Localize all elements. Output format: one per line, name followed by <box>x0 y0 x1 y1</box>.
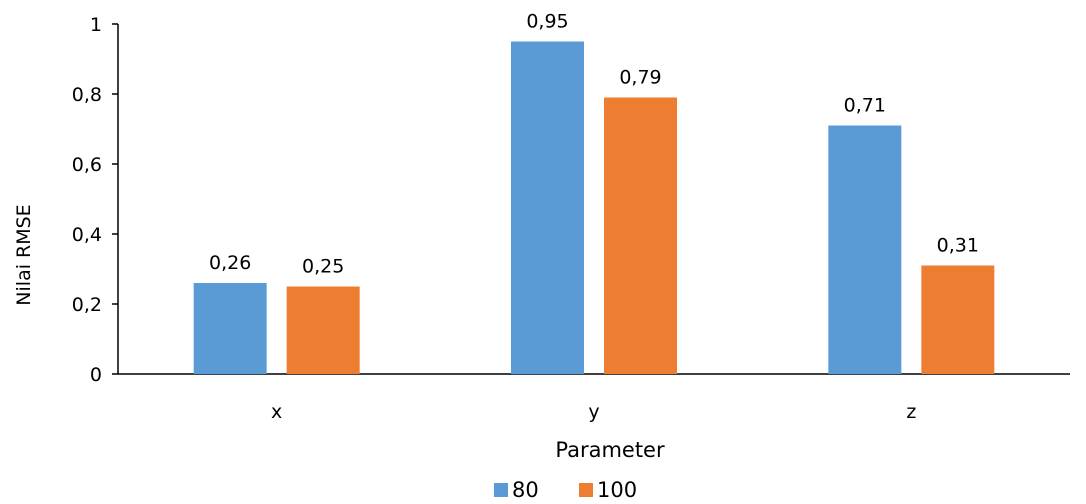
bar <box>921 265 995 374</box>
y-tick-label: 0,8 <box>72 84 102 106</box>
y-tick-label: 0,6 <box>72 154 102 176</box>
x-tick-label: y <box>588 401 599 423</box>
labels: 0,26 0,25 x 0,95 0,79 y 0,71 0,31 z <box>209 11 979 424</box>
bar <box>511 41 584 374</box>
bar <box>193 283 267 374</box>
legend-item-80: 80 <box>494 478 539 502</box>
bar <box>286 286 360 374</box>
bar <box>828 125 902 374</box>
bars <box>193 41 995 374</box>
data-label: 0,26 <box>209 252 251 274</box>
legend-label-80: 80 <box>512 478 539 502</box>
y-tick-label: 1 <box>90 14 102 36</box>
x-tick-label: x <box>271 401 282 423</box>
legend-swatch-80 <box>494 483 508 497</box>
axes: 0 0,2 0,4 0,6 0,8 1 <box>72 14 1070 386</box>
data-label: 0,95 <box>526 11 568 33</box>
legend: 80 100 <box>0 476 1086 502</box>
x-tick-label: z <box>906 401 916 423</box>
legend-swatch-100 <box>579 483 593 497</box>
data-label: 0,25 <box>302 256 344 278</box>
y-tick-label: 0,4 <box>72 224 102 246</box>
y-tick-label: 0 <box>90 364 102 386</box>
y-axis-title: Nilai RMSE <box>13 204 35 305</box>
y-tick-label: 0,2 <box>72 294 102 316</box>
legend-label-100: 100 <box>597 478 638 502</box>
bar <box>604 97 677 374</box>
legend-item-100: 100 <box>579 478 637 502</box>
x-axis-title: Parameter <box>555 438 665 462</box>
data-label: 0,31 <box>937 235 979 257</box>
data-label: 0,79 <box>619 67 661 89</box>
data-label: 0,71 <box>844 95 886 117</box>
